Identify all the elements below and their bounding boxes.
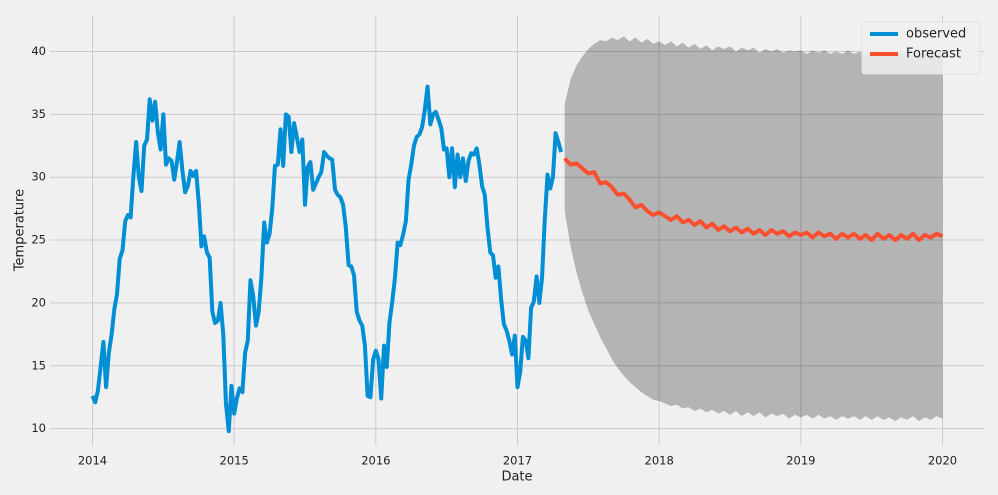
y-tick-label: 15 [31, 358, 46, 372]
confidence-band [564, 36, 943, 422]
x-tick-label: 2016 [361, 454, 390, 468]
y-tick-label: 20 [31, 295, 46, 309]
x-tick-label: 2019 [786, 454, 815, 468]
legend-label: observed [906, 27, 966, 42]
plot-area [90, 36, 944, 434]
y-tick-label: 30 [31, 170, 46, 184]
x-tick-label: 2014 [78, 454, 107, 468]
series-line [90, 84, 564, 434]
x-axis-label: Date [501, 470, 532, 485]
series-line [563, 156, 944, 243]
x-tick-label: 2015 [220, 454, 249, 468]
y-axis-label: Temperature [13, 189, 28, 272]
legend: observed Forecast [861, 21, 981, 75]
x-tick-label: 2020 [928, 454, 957, 468]
y-tick-label: 40 [31, 44, 46, 58]
x-tick-label: 2017 [503, 454, 532, 468]
y-tick-label: 10 [31, 421, 46, 435]
y-tick-label: 35 [31, 107, 46, 121]
x-tick-label: 2018 [645, 454, 674, 468]
y-tick-label: 25 [31, 233, 46, 247]
legend-label: Forecast [906, 47, 961, 62]
